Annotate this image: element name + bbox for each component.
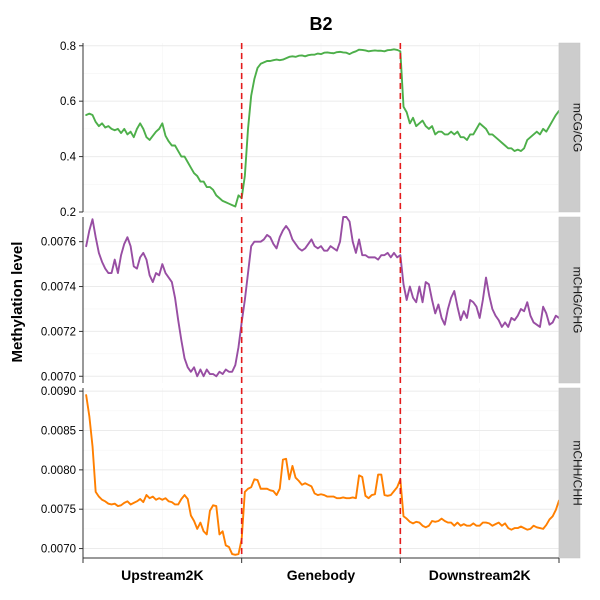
y-tick-label: 0.0074 — [41, 282, 77, 294]
y-tick-label: 0.6 — [60, 96, 76, 108]
facet-strip — [558, 387, 581, 559]
series-line-mchg-chg — [85, 216, 560, 378]
x-tick-label: Downstream2K — [429, 567, 531, 583]
y-tick-label: 0.0070 — [41, 371, 76, 383]
y-tick-label: 0.0090 — [41, 386, 76, 398]
facet-strip-label: mCHH/CHH — [571, 440, 585, 505]
x-tick-label: Upstream2K — [121, 567, 203, 583]
facet-panels: 0.20.40.60.8mCG/CG0.00700.00720.00740.00… — [41, 41, 585, 559]
panel-mchh-chh: 0.0070 0.0075 0.0080 0.0085 0.0090 mCHH/CHH — [41, 386, 585, 559]
chart-title: B2 — [309, 14, 332, 34]
facet-strip — [558, 216, 581, 384]
y-tick-label: 0.0080 — [41, 465, 76, 477]
x-tick-label: Genebody — [287, 567, 356, 583]
panel-mcg-cg: 0.2 0.4 0.6 0.8 mCG/CG — [60, 41, 585, 219]
y-tick-label: 0.8 — [60, 41, 76, 53]
facet-strip — [558, 42, 581, 213]
facet-strip-label: mCG/CG — [571, 103, 585, 152]
facet-strip-label: mCHG/CHG — [571, 267, 585, 334]
series-line-mchh-chh — [85, 394, 560, 556]
y-tick-label: 0.0070 — [41, 544, 76, 556]
y-tick-label: 0.0075 — [41, 504, 76, 516]
y-tick-label: 0.0076 — [41, 237, 76, 249]
y-tick-label: 0.0085 — [41, 426, 76, 438]
series-line-mcg-cg — [85, 48, 560, 208]
y-tick-label: 0.4 — [60, 152, 77, 164]
x-axis: Upstream2K Genebody Downstream2K — [82, 557, 560, 583]
y-axis-label: Methylation level — [9, 242, 26, 363]
y-tick-label: 0.0072 — [41, 326, 76, 338]
panel-mchg-chg: 0.0070 0.0072 0.0074 0.0076 mCHG/CHG — [41, 216, 585, 384]
y-tick-label: 0.2 — [60, 207, 76, 219]
